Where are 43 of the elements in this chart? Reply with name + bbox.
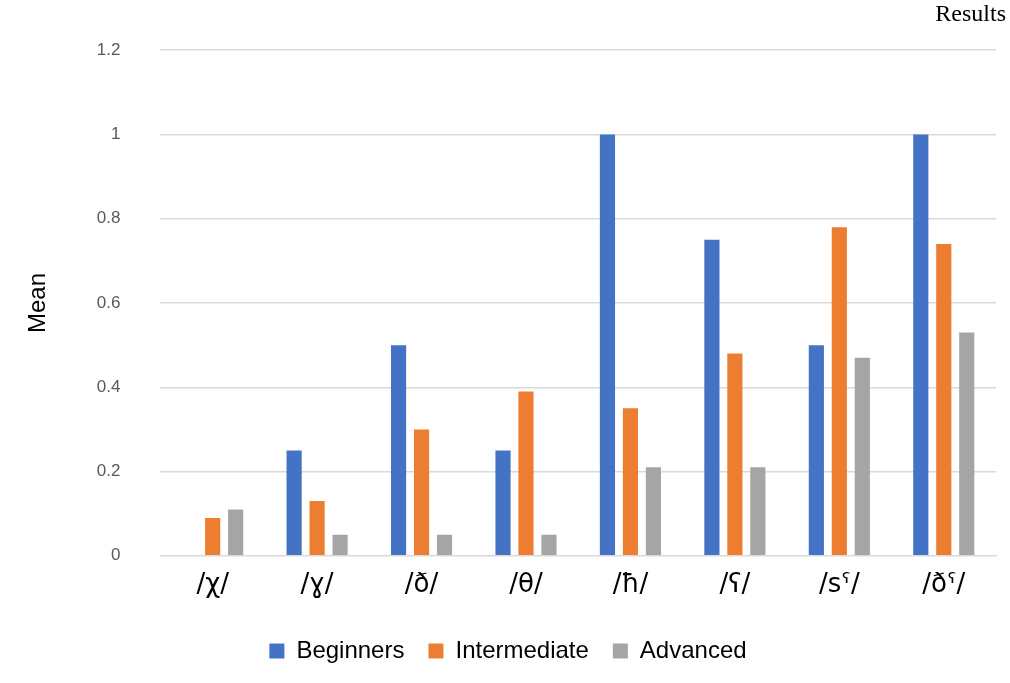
bar bbox=[936, 244, 952, 556]
y-tick-label: 0.8 bbox=[96, 208, 121, 228]
bar bbox=[727, 353, 743, 556]
x-tick-label: /ð/ bbox=[404, 568, 439, 599]
bar bbox=[959, 332, 975, 556]
y-tick-label: 0.6 bbox=[96, 292, 121, 312]
text: Results bbox=[935, 0, 1006, 27]
legend-label: Intermediate bbox=[455, 635, 589, 663]
x-tick-label: /θ/ bbox=[509, 568, 543, 599]
bar bbox=[436, 534, 453, 556]
legend-label: Beginners bbox=[296, 635, 405, 663]
y-tick-label: 1 bbox=[110, 124, 121, 144]
bar bbox=[495, 450, 511, 556]
x-tick-label: /ɣ/ bbox=[300, 568, 334, 599]
x-tick-label: /sˤ/ bbox=[818, 568, 860, 599]
bar bbox=[390, 345, 407, 556]
bar bbox=[332, 534, 348, 556]
legend-label: Advanced bbox=[639, 635, 747, 663]
y-tick-label: 1.2 bbox=[96, 39, 121, 59]
bar bbox=[750, 467, 766, 556]
bar bbox=[309, 501, 325, 556]
bar bbox=[205, 517, 221, 556]
bar bbox=[541, 534, 557, 556]
x-tick-label: /ħ/ bbox=[612, 568, 649, 599]
bar bbox=[599, 134, 616, 556]
bar bbox=[228, 509, 244, 556]
bar bbox=[808, 345, 824, 556]
bar bbox=[704, 239, 720, 556]
y-axis-title: Mean bbox=[23, 272, 51, 334]
bar bbox=[413, 429, 430, 556]
bar bbox=[831, 227, 847, 556]
bar bbox=[518, 391, 534, 556]
bar bbox=[913, 134, 929, 556]
x-tick-label: /χ/ bbox=[196, 568, 230, 599]
y-tick-label: 0.2 bbox=[96, 461, 121, 481]
x-tick-label: /ðˤ/ bbox=[922, 568, 966, 599]
y-tick-label: 0 bbox=[110, 545, 121, 565]
y-tick-label: 0.4 bbox=[96, 376, 121, 396]
bar bbox=[622, 408, 639, 556]
x-tick-label: /ʕ/ bbox=[719, 568, 751, 599]
bar bbox=[854, 357, 870, 556]
bar bbox=[645, 467, 661, 556]
bar bbox=[286, 450, 302, 556]
